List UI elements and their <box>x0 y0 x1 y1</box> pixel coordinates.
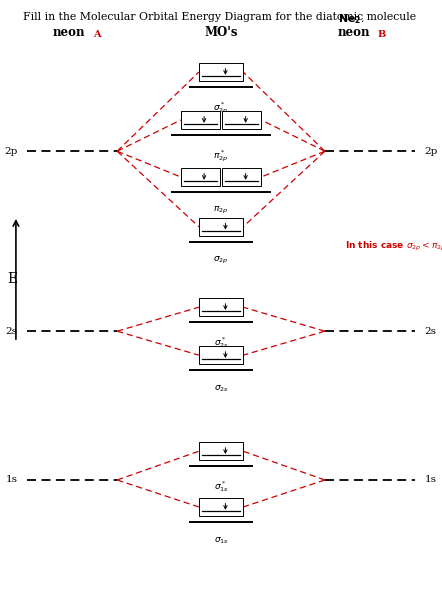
Text: neon: neon <box>52 26 85 39</box>
Text: $\sigma^*_{1s}$: $\sigma^*_{1s}$ <box>213 479 229 494</box>
FancyBboxPatch shape <box>199 298 243 316</box>
FancyBboxPatch shape <box>199 218 243 236</box>
Text: MO's: MO's <box>204 26 238 39</box>
Text: $\mathbf{Ne_2}$.: $\mathbf{Ne_2}$. <box>338 12 365 26</box>
Text: $\pi^*_{2p}$: $\pi^*_{2p}$ <box>213 148 229 164</box>
Text: $\pi_{2p}$: $\pi_{2p}$ <box>213 205 229 217</box>
Text: 2s: 2s <box>6 326 18 335</box>
FancyBboxPatch shape <box>222 111 261 129</box>
FancyBboxPatch shape <box>222 168 261 186</box>
Text: 2p: 2p <box>4 146 18 155</box>
FancyBboxPatch shape <box>181 111 220 129</box>
FancyBboxPatch shape <box>199 346 243 364</box>
Text: $\sigma_{2p}$: $\sigma_{2p}$ <box>213 255 229 266</box>
Text: 2s: 2s <box>424 326 436 335</box>
FancyBboxPatch shape <box>199 498 243 516</box>
Text: $\sigma_{1s}$: $\sigma_{1s}$ <box>213 535 229 546</box>
Text: E: E <box>8 272 17 286</box>
Text: A: A <box>93 31 100 40</box>
Text: In this case $\sigma_{2p} < \pi_{2p}$: In this case $\sigma_{2p} < \pi_{2p}$ <box>345 239 442 253</box>
Text: $\sigma_{2s}$: $\sigma_{2s}$ <box>213 383 229 394</box>
Text: $\sigma^*_{2s}$: $\sigma^*_{2s}$ <box>213 335 229 350</box>
Text: neon: neon <box>337 26 370 39</box>
FancyBboxPatch shape <box>181 168 220 186</box>
Text: 2p: 2p <box>424 146 438 155</box>
FancyBboxPatch shape <box>199 442 243 460</box>
Text: $\sigma^*_{2p}$: $\sigma^*_{2p}$ <box>213 100 229 116</box>
Text: B: B <box>378 31 386 40</box>
Text: 1s: 1s <box>424 475 436 485</box>
Text: Fill in the Molecular Orbital Energy Diagram for the diatomic molecule: Fill in the Molecular Orbital Energy Dia… <box>23 12 419 22</box>
FancyBboxPatch shape <box>199 63 243 81</box>
Text: 1s: 1s <box>6 475 18 485</box>
